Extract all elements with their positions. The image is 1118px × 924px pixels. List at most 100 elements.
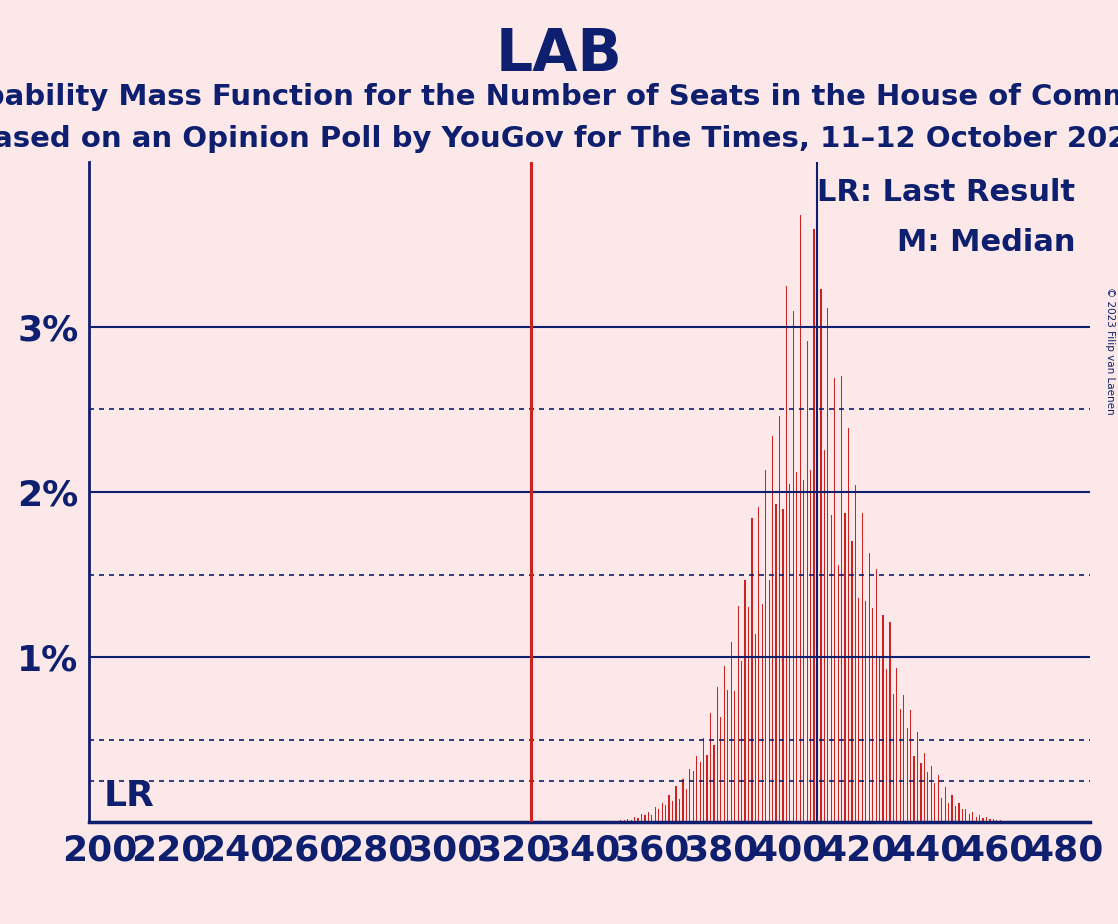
Bar	[730, 642, 732, 822]
Text: Probability Mass Function for the Number of Seats in the House of Commons: Probability Mass Function for the Number…	[0, 83, 1118, 111]
Bar	[814, 229, 815, 822]
Bar	[627, 819, 628, 822]
Bar	[631, 820, 632, 822]
Bar	[961, 809, 963, 822]
Bar	[903, 695, 904, 822]
Bar	[703, 738, 704, 822]
Bar	[859, 598, 860, 822]
Bar	[789, 483, 790, 822]
Bar	[768, 579, 770, 822]
Bar	[637, 818, 638, 822]
Bar	[796, 472, 797, 822]
Bar	[847, 428, 850, 822]
Bar	[879, 658, 880, 822]
Bar	[976, 817, 977, 822]
Bar	[755, 634, 756, 822]
Bar	[930, 766, 932, 822]
Bar	[872, 608, 873, 822]
Bar	[693, 772, 694, 822]
Bar	[885, 669, 887, 822]
Bar	[665, 805, 666, 822]
Bar	[786, 286, 787, 822]
Bar	[689, 769, 691, 822]
Bar	[669, 795, 670, 822]
Bar	[758, 506, 759, 822]
Bar	[862, 513, 863, 822]
Bar	[948, 803, 949, 822]
Bar	[710, 712, 711, 822]
Bar	[806, 341, 807, 822]
Bar	[765, 469, 766, 822]
Bar	[641, 814, 642, 822]
Bar	[821, 288, 822, 822]
Bar	[647, 812, 650, 822]
Bar	[831, 516, 832, 822]
Bar	[837, 565, 838, 822]
Bar	[1006, 821, 1007, 822]
Bar	[889, 622, 891, 822]
Bar	[652, 815, 653, 822]
Bar	[996, 820, 997, 822]
Bar	[620, 820, 622, 822]
Bar	[958, 803, 959, 822]
Bar	[897, 668, 898, 822]
Bar	[875, 569, 877, 822]
Bar	[779, 417, 780, 822]
Bar	[773, 436, 774, 822]
Bar	[841, 376, 842, 822]
Bar	[741, 662, 742, 822]
Bar	[834, 378, 835, 822]
Bar	[727, 690, 728, 822]
Bar	[993, 819, 994, 822]
Bar	[979, 815, 980, 822]
Bar	[803, 480, 804, 822]
Bar	[983, 818, 984, 822]
Bar	[655, 808, 656, 822]
Bar	[817, 474, 818, 822]
Bar	[738, 605, 739, 822]
Bar	[920, 763, 921, 822]
Bar	[865, 602, 866, 822]
Text: © 2023 Filip van Laenen: © 2023 Filip van Laenen	[1106, 287, 1115, 415]
Bar	[935, 783, 936, 822]
Bar	[662, 803, 663, 822]
Bar	[809, 470, 812, 822]
Bar	[852, 541, 853, 822]
Bar	[989, 820, 991, 822]
Bar	[745, 579, 746, 822]
Bar	[685, 789, 686, 822]
Bar	[717, 687, 718, 822]
Bar	[723, 665, 724, 822]
Text: M: Median: M: Median	[897, 228, 1076, 257]
Bar	[965, 809, 966, 822]
Bar	[824, 449, 825, 822]
Bar	[761, 603, 762, 822]
Bar	[697, 756, 698, 822]
Bar	[713, 745, 714, 822]
Bar	[907, 727, 908, 822]
Bar	[634, 817, 635, 822]
Bar	[844, 514, 845, 822]
Bar	[776, 505, 777, 822]
Bar	[855, 485, 856, 822]
Bar	[751, 518, 752, 822]
Bar	[923, 753, 925, 822]
Bar	[882, 614, 883, 822]
Bar	[938, 775, 939, 822]
Text: LR: Last Result: LR: Last Result	[817, 178, 1076, 207]
Bar	[659, 809, 660, 822]
Bar	[951, 796, 953, 822]
Bar	[827, 309, 828, 822]
Bar	[941, 798, 942, 822]
Bar	[720, 717, 721, 822]
Bar	[968, 814, 970, 822]
Bar	[682, 780, 683, 822]
Bar	[910, 710, 911, 822]
Bar	[799, 215, 800, 822]
Bar	[893, 694, 894, 822]
Bar	[700, 762, 701, 822]
Bar	[707, 755, 708, 822]
Text: LAB: LAB	[495, 26, 623, 83]
Bar	[675, 786, 676, 822]
Bar	[644, 815, 645, 822]
